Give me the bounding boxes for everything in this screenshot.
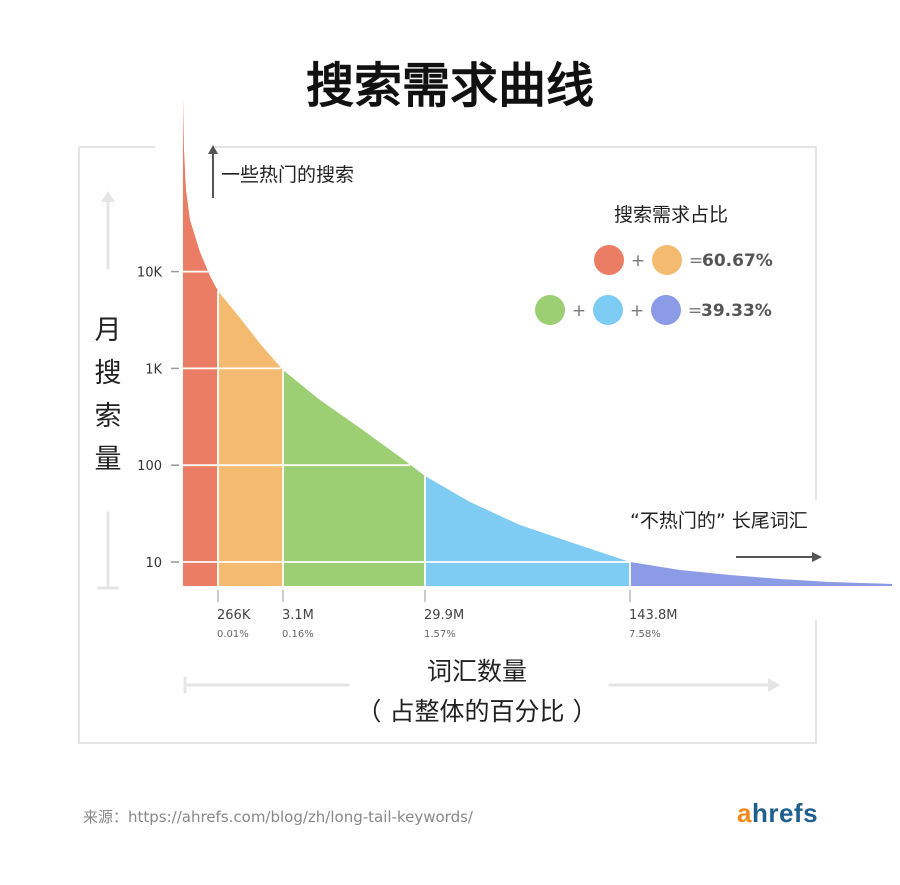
y-axis-ticks: 10K 1K 100 10 bbox=[137, 266, 179, 571]
x-axis-left-bar bbox=[183, 676, 350, 694]
y-tick-label-3: 100 bbox=[137, 459, 162, 474]
curve-segment-5 bbox=[630, 562, 892, 586]
tail-annotation-arrow bbox=[736, 552, 822, 562]
x-tick-percent-1: 0.01% bbox=[217, 629, 249, 640]
legend-row-1-op-2: = bbox=[689, 251, 703, 271]
brand-logo-a: a bbox=[737, 798, 752, 828]
y-tick-label-1: 10K bbox=[137, 266, 163, 281]
legend-row-2-op-1: + bbox=[572, 301, 586, 321]
legend-row-1-value: 60.67% bbox=[702, 251, 773, 271]
y-axis-label-char-2: 搜 bbox=[95, 358, 122, 389]
head-annotation: 一些热门的搜索 bbox=[221, 164, 354, 186]
legend-row-2-value: 39.33% bbox=[701, 301, 772, 321]
y-axis-label-char-4: 量 bbox=[95, 444, 122, 475]
curve-segment-3 bbox=[283, 370, 425, 586]
x-axis-right-arrow bbox=[608, 678, 780, 692]
x-tick-percent-2: 0.16% bbox=[282, 629, 314, 640]
chart-frame bbox=[78, 146, 817, 744]
y-axis-label-char-3: 索 bbox=[95, 401, 122, 432]
curve-segment-4 bbox=[425, 476, 630, 586]
legend-title: 搜索需求占比 bbox=[614, 204, 728, 226]
x-tick-percent-4: 7.58% bbox=[629, 629, 661, 640]
x-tick-value-4: 143.8M bbox=[629, 608, 677, 623]
legend-row-1-swatch-1 bbox=[594, 245, 624, 275]
legend-row-2-swatch-2 bbox=[593, 295, 623, 325]
source-note: 来源：https://ahrefs.com/blog/zh/long-tail-… bbox=[83, 808, 473, 826]
curve-segment-1 bbox=[183, 98, 218, 586]
x-tick-value-2: 3.1M bbox=[282, 608, 314, 623]
y-tick-label-2: 1K bbox=[145, 362, 162, 377]
head-annotation-arrow bbox=[208, 145, 218, 198]
chart-title: 搜索需求曲线 bbox=[305, 58, 594, 114]
legend-row-2-op-2: + bbox=[630, 301, 644, 321]
legend: + =60.67%+ + =39.33% bbox=[535, 245, 773, 325]
legend-row-2-op-3: = bbox=[688, 301, 702, 321]
legend-row-1-swatch-2 bbox=[652, 245, 682, 275]
legend-row-2-swatch-1 bbox=[535, 295, 565, 325]
y-tick-label-4: 10 bbox=[145, 556, 162, 571]
x-tick-value-1: 266K bbox=[217, 608, 251, 623]
x-tick-percent-3: 1.57% bbox=[424, 629, 456, 640]
legend-row-2-swatch-3 bbox=[651, 295, 681, 325]
demand-curve-areas bbox=[183, 98, 892, 586]
tail-annotation: “不热门的” 长尾词汇 bbox=[630, 510, 808, 532]
y-axis-up-arrow bbox=[101, 191, 115, 270]
curve-segment-2 bbox=[218, 291, 283, 586]
brand-logo-rest: hrefs bbox=[751, 798, 819, 828]
y-axis-label-char-1: 月 bbox=[95, 315, 122, 346]
brand-logo: ahrefs bbox=[737, 798, 818, 829]
x-axis-label: 词汇数量 bbox=[427, 657, 527, 686]
x-axis-ticks: 266K 0.01% 3.1M 0.16% 29.9M 1.57% 143.8M 7.58% bbox=[217, 590, 677, 640]
legend-row-1-op-1: + bbox=[631, 251, 645, 271]
x-tick-value-3: 29.9M bbox=[424, 608, 464, 623]
y-axis-down-bar bbox=[97, 511, 119, 590]
x-axis-sublabel: （ 占整体的百分比 ） bbox=[357, 697, 598, 726]
